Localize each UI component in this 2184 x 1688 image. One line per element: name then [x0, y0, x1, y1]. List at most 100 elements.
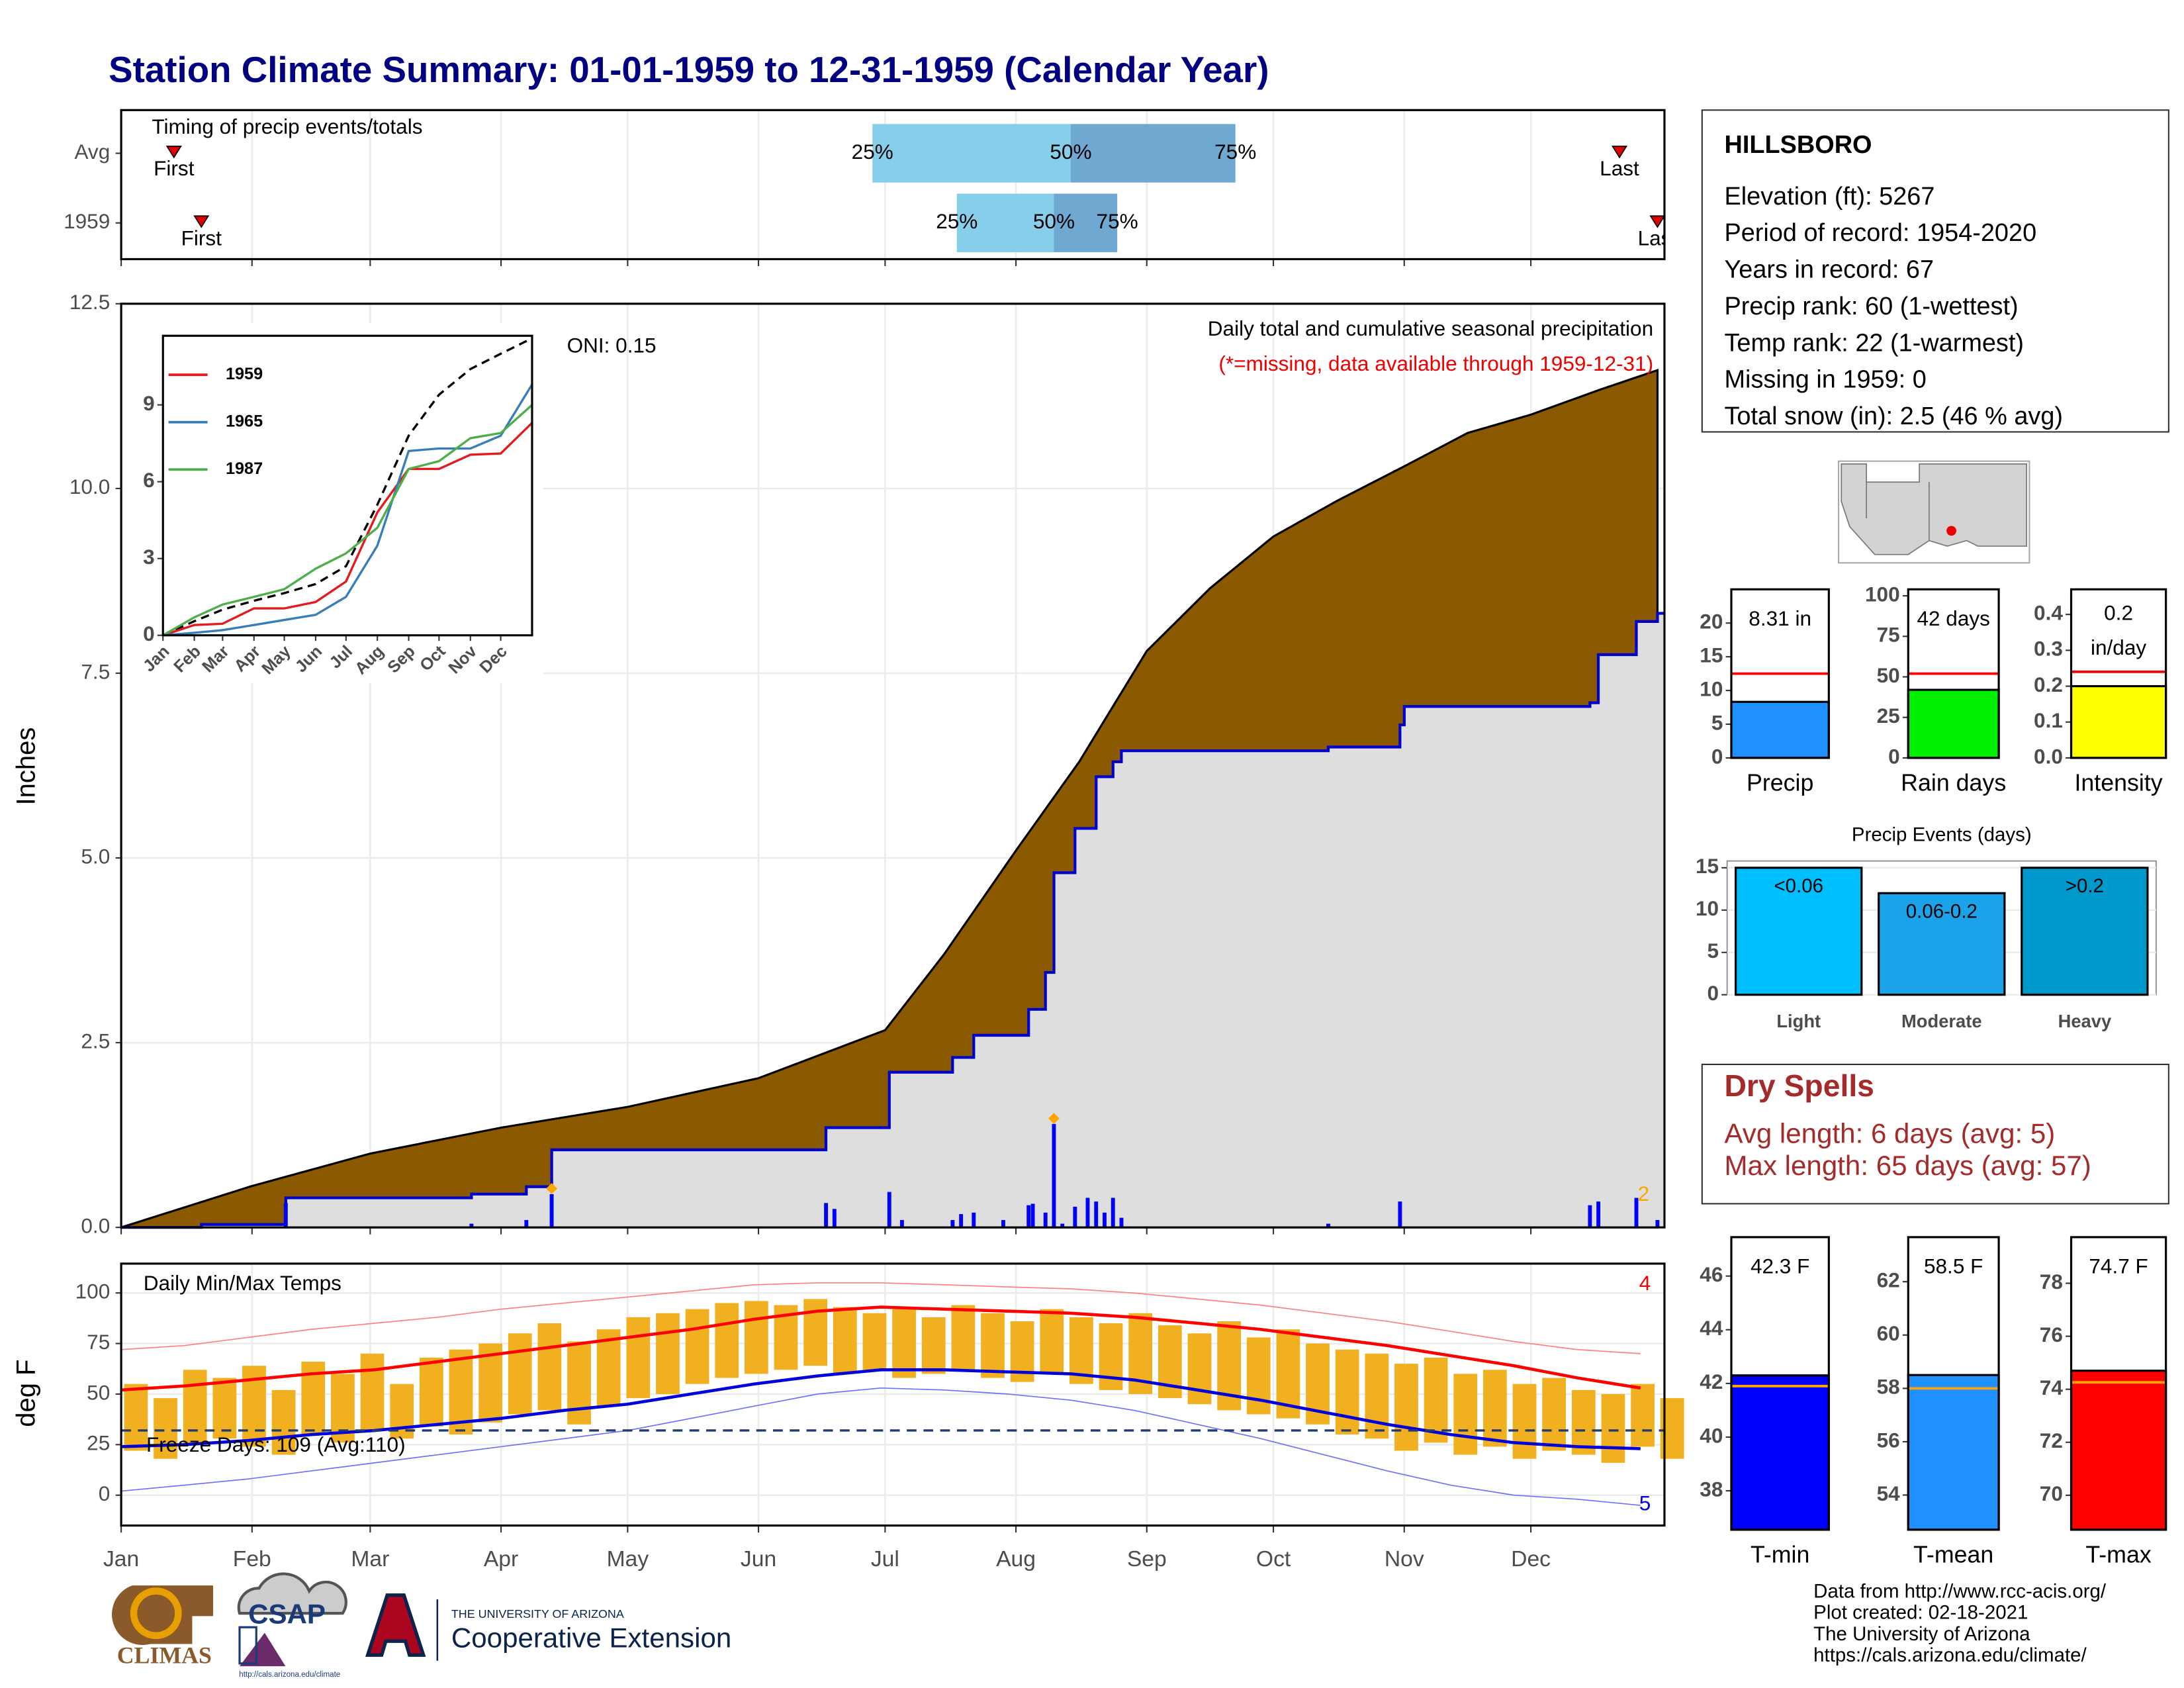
daily-precip-bar — [899, 1220, 904, 1228]
daily-temp-bar — [656, 1313, 680, 1394]
y-tick-label: 5.0 — [81, 844, 110, 868]
value-label: 42.3 F — [1751, 1254, 1809, 1278]
series-line — [162, 404, 533, 637]
bar — [1878, 892, 2006, 996]
legend-label: 1965 — [226, 412, 263, 430]
y-tick-label: 46 — [1700, 1262, 1723, 1286]
x-tick-label: Jul — [871, 1547, 899, 1571]
climas-logo-ring — [130, 1587, 182, 1640]
y-tick-label: 58 — [1877, 1375, 1900, 1399]
y-tick-label: 25 — [87, 1431, 110, 1455]
daily-temp-bar — [124, 1383, 148, 1451]
y-tick-label: 0.4 — [2034, 601, 2063, 625]
daily-temp-bar — [1631, 1383, 1655, 1447]
oni-annotation: ONI: 0.15 — [567, 333, 657, 357]
daily-precip-bar — [1043, 1212, 1048, 1228]
daily-temp-bar — [1040, 1309, 1064, 1374]
page-title: Station Climate Summary: 01-01-1959 to 1… — [109, 49, 1269, 90]
daily-precip-bar — [950, 1220, 955, 1228]
record-low-count: 5 — [1639, 1491, 1651, 1515]
summary-bar — [2070, 1370, 2167, 1531]
x-tick-label: Jan — [103, 1547, 139, 1571]
y-tick-label: 2.5 — [81, 1029, 110, 1053]
x-tick-label: Sep — [1127, 1547, 1167, 1571]
daily-temp-bar — [183, 1370, 207, 1445]
inset-frame — [161, 334, 533, 637]
record-marker — [546, 1183, 557, 1194]
quantile-label: 50% — [1050, 140, 1091, 164]
daily-precip-bar — [283, 1203, 288, 1228]
y-tick-label: 20 — [1700, 610, 1723, 633]
x-tick-label: Mar — [351, 1547, 389, 1571]
daily-temp-bar — [745, 1301, 768, 1374]
daily-precip-bar — [1052, 1123, 1056, 1228]
daily-temp-bar — [862, 1313, 887, 1370]
y-tick-label: 60 — [1877, 1321, 1900, 1345]
y-tick-label: 5 — [1707, 939, 1719, 962]
daily-temp-bar — [1512, 1383, 1537, 1459]
daily-temp-bar — [1483, 1370, 1507, 1447]
x-tick-label: Jun — [741, 1547, 776, 1571]
daily-temp-bar — [154, 1398, 177, 1459]
y-tick-label: 100 — [75, 1280, 111, 1303]
y-tick-label: 62 — [1877, 1268, 1900, 1292]
daily-precip-bar — [972, 1212, 976, 1228]
daily-precip-bar — [1026, 1205, 1031, 1228]
x-tick-label: Moderate — [1901, 1011, 1982, 1031]
quantile-bar — [872, 124, 1071, 183]
y-tick-label: 12.5 — [69, 290, 110, 314]
quantile-bar — [1070, 124, 1236, 183]
daily-precip-bar — [524, 1220, 529, 1228]
x-tick-label: Oct — [1256, 1547, 1291, 1571]
y-tick-label: 0.3 — [2034, 637, 2063, 661]
record-high-count: 4 — [1639, 1271, 1651, 1295]
x-tick-label: Aug — [996, 1547, 1036, 1571]
chart-title: Daily Min/Max Temps — [144, 1271, 341, 1295]
timing-marker — [1611, 146, 1628, 159]
plot-frame — [1907, 1236, 2000, 1531]
timing-marker — [1649, 215, 1664, 228]
y-tick-label: 54 — [1877, 1481, 1901, 1505]
chart-subtitle: (*=missing, data available through 1959-… — [1218, 352, 1653, 375]
logos: CLIMAS CSAP http://cals.arizona.edu/clim… — [112, 1572, 731, 1679]
y-tick-label: 44 — [1700, 1316, 1723, 1340]
y-tick-label: 100 — [1865, 582, 1900, 606]
plot-frame — [1730, 1236, 1830, 1531]
station-line: Temp rank: 22 (1-warmest) — [1724, 329, 2024, 357]
daily-precip-bar — [1119, 1217, 1124, 1228]
observed-cumulative-area — [121, 613, 1664, 1228]
credit-line: Plot created: 02-18-2021 — [1813, 1602, 2028, 1624]
daily-precip-bar — [1634, 1197, 1639, 1228]
row-label: Avg — [74, 140, 110, 164]
plot-frame — [1907, 588, 2000, 759]
daily-precip-bar — [959, 1214, 964, 1228]
y-tick-label: 56 — [1877, 1428, 1900, 1452]
y-tick-label: 10 — [1696, 896, 1719, 920]
daily-temp-bar — [360, 1353, 385, 1430]
quantile-bar — [1054, 193, 1118, 252]
daily-precip-bar — [1655, 1220, 1660, 1228]
map-land — [1841, 463, 2028, 555]
normal-max-line — [120, 1305, 1641, 1392]
daily-precip-bar — [1001, 1220, 1005, 1228]
y-tick-label: 25 — [1877, 704, 1900, 727]
plot-frame — [1730, 588, 1830, 759]
summary-bar — [1730, 1374, 1830, 1531]
csap-url: http://cals.arizona.edu/climate — [239, 1671, 340, 1679]
value-label: 42 days — [1917, 606, 1990, 630]
y-tick-label: 10.0 — [69, 475, 110, 498]
daily-precip-bar — [1060, 1223, 1065, 1228]
csap-cloud — [237, 1572, 347, 1615]
summary-bar — [1730, 700, 1830, 759]
average-line — [162, 337, 533, 637]
value-label: 58.5 F — [1924, 1254, 1983, 1278]
station-line: Precip rank: 60 (1-wettest) — [1724, 293, 2018, 320]
y-tick-label: 10 — [1700, 677, 1723, 700]
daily-temp-bar — [271, 1389, 296, 1455]
y-tick-label: 38 — [1700, 1477, 1723, 1501]
daily-temp-bar — [626, 1317, 651, 1399]
timing-marker-label: Last — [1638, 226, 1678, 250]
daily-temp-bar — [1335, 1349, 1359, 1435]
credit-line: https://cals.arizona.edu/climate/ — [1813, 1644, 2087, 1666]
